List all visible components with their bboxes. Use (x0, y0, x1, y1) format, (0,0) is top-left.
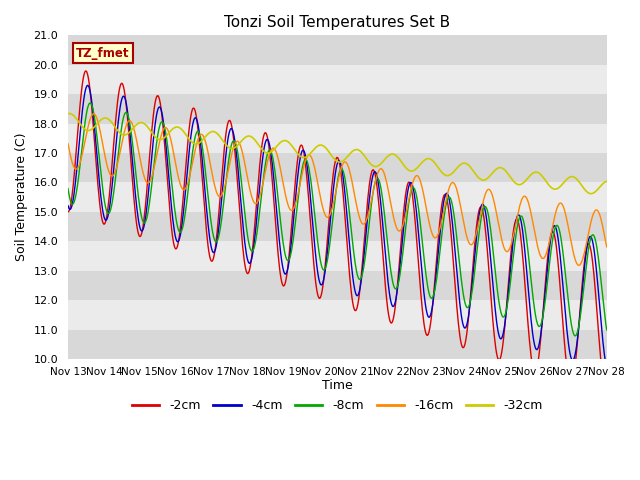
Bar (68, 241, 607, 271)
Bar (68, 65, 607, 94)
Bar (68, 329, 607, 359)
Bar (68, 300, 607, 329)
Legend: -2cm, -4cm, -8cm, -16cm, -32cm: -2cm, -4cm, -8cm, -16cm, -32cm (127, 395, 548, 418)
Bar (68, 123, 607, 153)
Title: Tonzi Soil Temperatures Set B: Tonzi Soil Temperatures Set B (224, 15, 451, 30)
Y-axis label: Soil Temperature (C): Soil Temperature (C) (15, 133, 28, 262)
Bar (68, 94, 607, 123)
Bar (68, 271, 607, 300)
Bar (68, 36, 607, 65)
X-axis label: Time: Time (322, 379, 353, 392)
Bar (68, 212, 607, 241)
Bar (68, 182, 607, 212)
Bar (68, 153, 607, 182)
Text: TZ_fmet: TZ_fmet (76, 47, 130, 60)
